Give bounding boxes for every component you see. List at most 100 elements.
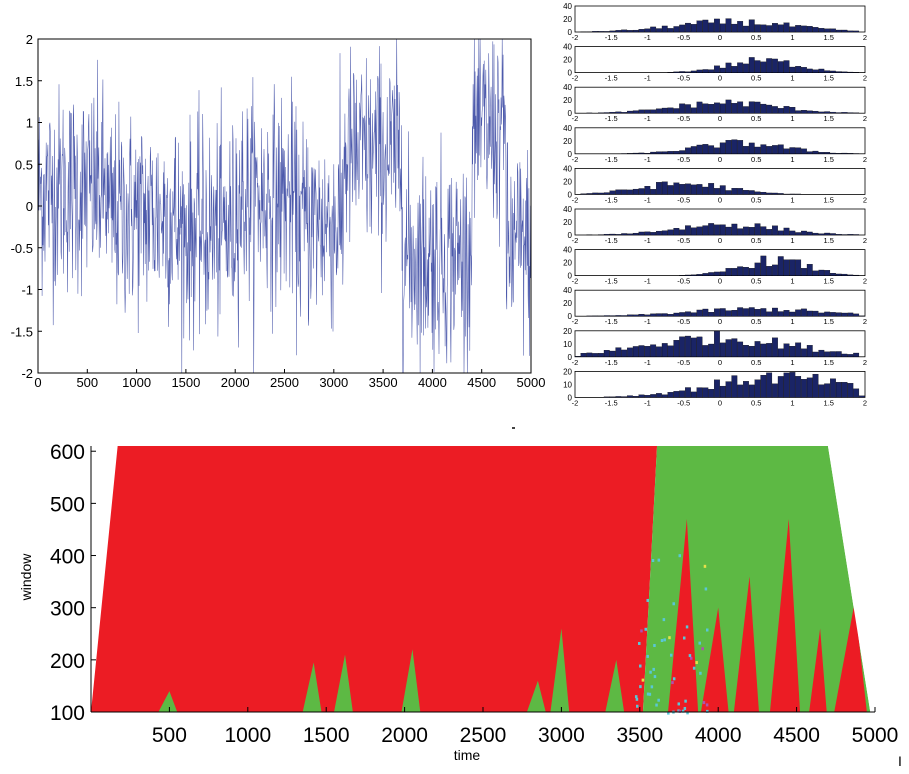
histogram-bar bbox=[673, 71, 680, 73]
histogram-bar bbox=[696, 274, 703, 276]
histogram-y-tick-label: 20 bbox=[563, 299, 572, 308]
x-tick-label: 500 bbox=[76, 375, 98, 390]
histogram-bar bbox=[760, 103, 767, 114]
heatmap-speckle bbox=[662, 618, 666, 622]
histogram-bar bbox=[772, 264, 778, 276]
histogram-bar bbox=[760, 226, 767, 236]
histogram-y-tick-label: 0 bbox=[568, 353, 573, 362]
histogram-x-tick-label: -2 bbox=[572, 33, 579, 42]
heatmap-x-ticks: 500 1000 1500 2000 2500 3000 3500 4000 4500 5000 bbox=[152, 707, 898, 747]
histogram-x-tick-label: 1 bbox=[790, 358, 794, 367]
heatmap-x-tick-label: 2000 bbox=[381, 724, 428, 747]
histogram-x-tick-label: -1.5 bbox=[605, 33, 618, 42]
histogram-bar bbox=[725, 381, 732, 398]
histogram-bar bbox=[806, 345, 813, 357]
histogram-bar bbox=[609, 190, 616, 195]
histogram-y-tick-label: 0 bbox=[568, 312, 573, 321]
histogram-x-tick-label: 2 bbox=[863, 398, 867, 407]
histogram-bar bbox=[754, 379, 761, 398]
histogram-bar bbox=[777, 108, 784, 114]
histogram-bar bbox=[754, 341, 761, 357]
histogram-bar bbox=[679, 312, 686, 317]
histogram-bar bbox=[679, 390, 686, 398]
heatmap-x-tick-label: 4500 bbox=[773, 724, 820, 747]
x-tick-label: 3500 bbox=[369, 375, 398, 390]
histogram-bar bbox=[650, 394, 657, 398]
time-series-lines bbox=[37, 38, 532, 374]
histogram-bar bbox=[719, 185, 726, 195]
histogram-bar bbox=[847, 312, 854, 317]
histogram-bar bbox=[627, 189, 633, 195]
histogram-bar bbox=[841, 71, 848, 73]
histogram-bar bbox=[737, 307, 744, 317]
histogram-bar bbox=[835, 234, 842, 236]
histogram-bar bbox=[603, 31, 610, 33]
histogram-bar bbox=[650, 26, 657, 33]
histogram-bar bbox=[702, 273, 709, 276]
histogram-x-tick-label: 1.5 bbox=[824, 114, 834, 123]
histogram-bar bbox=[644, 109, 651, 114]
histogram-x-tick-label: 1.5 bbox=[824, 155, 834, 164]
histogram-bar bbox=[789, 372, 796, 398]
histogram-bar bbox=[841, 112, 848, 114]
heatmap-y-tick-label: 100 bbox=[50, 702, 85, 725]
histogram-bar bbox=[679, 336, 686, 357]
histogram-bar bbox=[627, 314, 633, 317]
heatmap-regions bbox=[91, 446, 880, 715]
histogram-bar bbox=[731, 103, 738, 114]
histogram-y-tick-label: 0 bbox=[568, 69, 573, 78]
heatmap-speckle bbox=[641, 678, 645, 682]
histogram-bar bbox=[812, 310, 819, 317]
y-tick-label: 0 bbox=[26, 199, 33, 214]
heatmap-x-tick-label: 3500 bbox=[616, 724, 663, 747]
histogram-bar bbox=[731, 375, 738, 398]
histogram-bar bbox=[818, 233, 825, 236]
histogram-bar bbox=[760, 375, 767, 398]
histogram-x-tick-label: 2 bbox=[863, 358, 867, 367]
histogram-bar bbox=[685, 147, 691, 154]
histogram-x-tick-label: -1 bbox=[644, 236, 651, 245]
histogram-frame bbox=[574, 46, 866, 73]
heatmap-speckle bbox=[698, 641, 701, 645]
histogram-bar bbox=[830, 312, 836, 317]
histogram-y-tick-label: 20 bbox=[563, 56, 572, 65]
histogram-bar bbox=[725, 339, 732, 357]
histogram-x-tick-label: 2 bbox=[863, 317, 867, 326]
heatmap-x-tick-label: 1000 bbox=[224, 724, 271, 747]
histogram-bar bbox=[685, 335, 691, 357]
heatmap-green-patch bbox=[302, 662, 322, 712]
heatmap-speckle bbox=[639, 685, 642, 689]
histogram-bar bbox=[760, 24, 767, 33]
histogram-bar bbox=[725, 268, 732, 276]
histogram-bar bbox=[824, 111, 831, 114]
histogram-bar bbox=[725, 18, 732, 33]
histogram-bar bbox=[621, 112, 628, 114]
histogram-x-tick-label: 1 bbox=[790, 114, 794, 123]
heatmap-y-tick-label: 400 bbox=[50, 546, 85, 569]
histogram-bar bbox=[806, 26, 813, 33]
histogram-x-tick-label: 0.5 bbox=[751, 114, 761, 123]
histogram-x-tick-label: -1 bbox=[644, 33, 651, 42]
time-series-chart: 0 500 1000 1500 2000 2500 3000 3500 4000 4500 5000… bbox=[11, 32, 546, 390]
histogram-bar bbox=[690, 391, 697, 398]
histogram-bar bbox=[795, 232, 802, 236]
histogram-x-tick-label: -1 bbox=[644, 114, 651, 123]
histogram-bar bbox=[737, 341, 744, 357]
histogram-bar bbox=[638, 29, 645, 33]
histogram-bar bbox=[679, 150, 686, 154]
histogram-x-tick-label: 0.5 bbox=[751, 398, 761, 407]
histogram-bar bbox=[801, 110, 807, 114]
histogram-bar bbox=[667, 107, 674, 114]
histogram-bar bbox=[644, 28, 651, 33]
histogram-bar bbox=[818, 111, 825, 114]
x-tick-label: 2500 bbox=[270, 375, 299, 390]
histogram-bar bbox=[731, 139, 738, 154]
histogram-bar bbox=[806, 231, 813, 236]
separator-dot bbox=[512, 427, 515, 429]
histogram-bar bbox=[754, 24, 761, 33]
histogram-bar bbox=[835, 351, 842, 357]
histogram-bar bbox=[696, 226, 703, 236]
histogram-y-tick-label: 0 bbox=[568, 150, 573, 159]
histogram-x-tick-label: 0.5 bbox=[751, 195, 761, 204]
